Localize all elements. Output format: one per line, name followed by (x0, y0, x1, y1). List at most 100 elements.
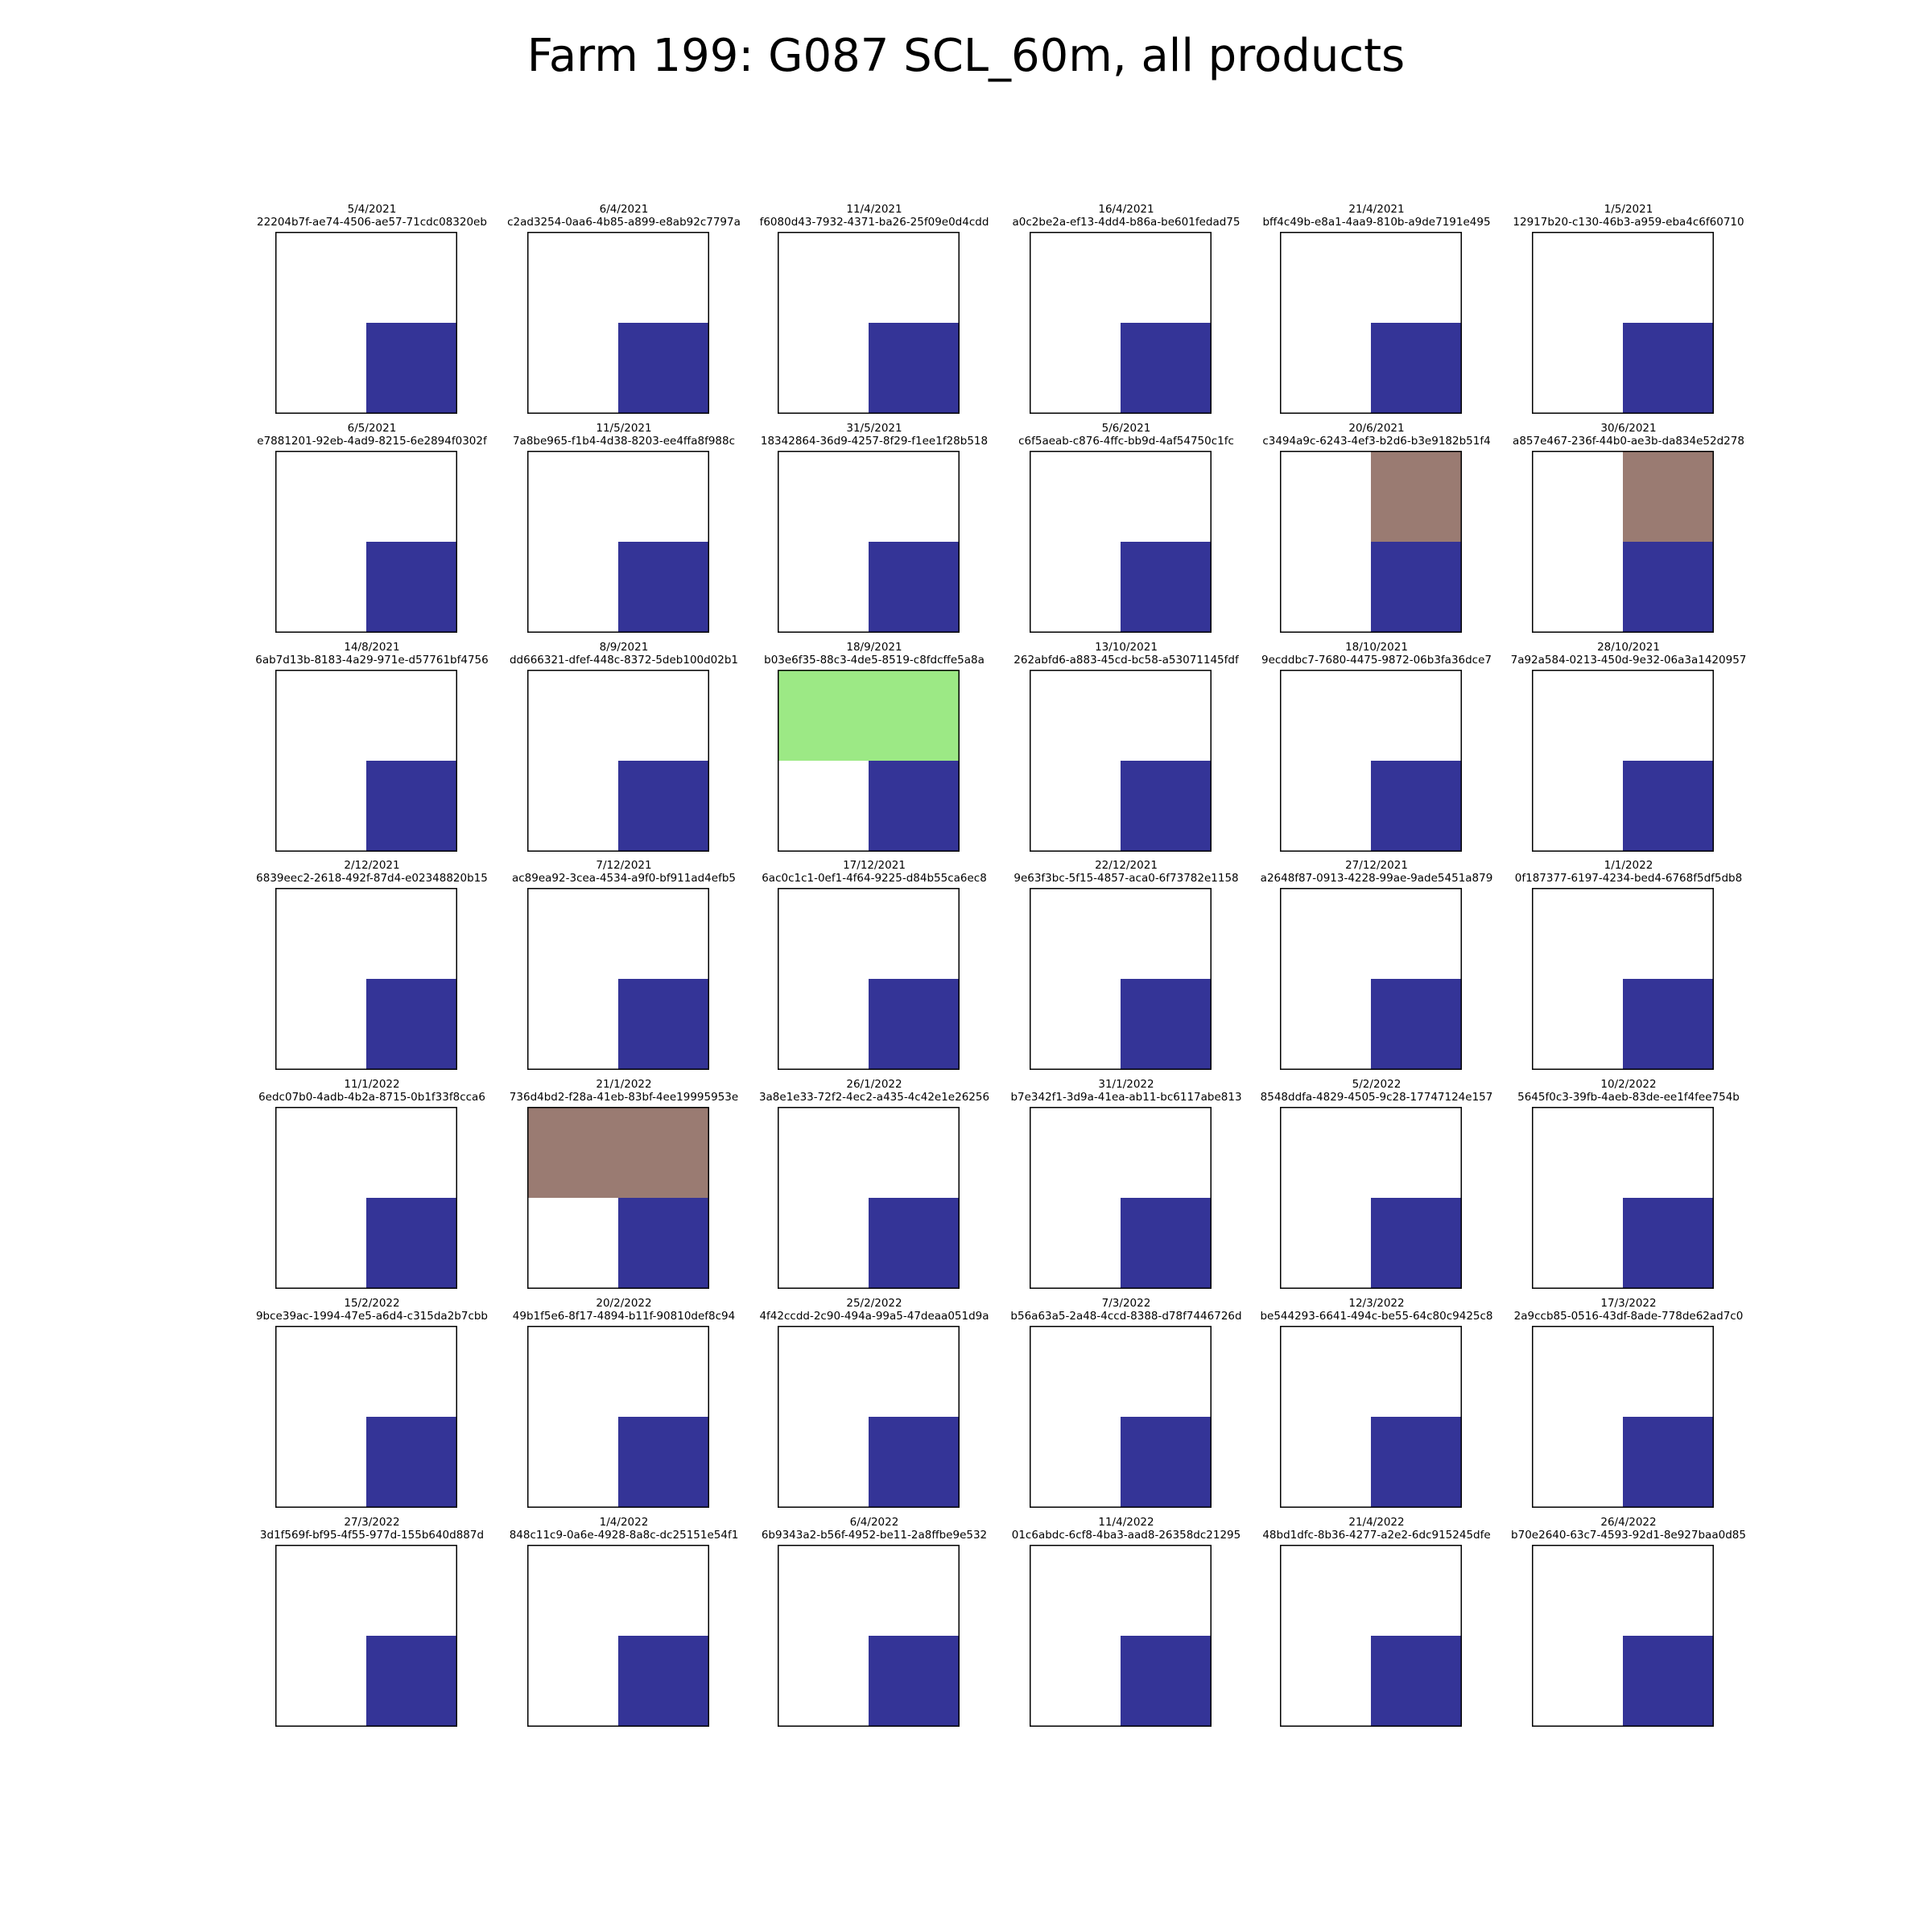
panel-raster (275, 1107, 457, 1289)
pixel-cell-none (1030, 451, 1121, 542)
panel-date: 25/2/2022 (846, 1297, 902, 1310)
panel-product-id: c2ad3254-0aa6-4b85-a899-e8ab92c7797a (507, 216, 741, 229)
panel-product-id: be544293-6641-494c-be55-64c80c9425c8 (1260, 1310, 1493, 1323)
pixel-cell-none (869, 1107, 960, 1198)
panel-frame (778, 670, 960, 852)
panel-date: 18/9/2021 (846, 641, 902, 654)
pixel-cell-bare-soil (527, 1107, 618, 1198)
pixel-cell-water (618, 1198, 709, 1289)
pixel-cell-none (869, 1326, 960, 1417)
pixel-cell-water (1371, 542, 1462, 633)
panel-frame (527, 1326, 709, 1508)
pixel-cell-none (527, 323, 618, 414)
pixel-cell-none (778, 888, 869, 979)
panel-product-id: 7a92a584-0213-450d-9e32-06a3a1420957 (1510, 654, 1747, 667)
pixel-cell-none (527, 761, 618, 852)
pixel-cell-water (366, 979, 457, 1070)
panel-frame (1030, 232, 1212, 414)
panel-raster (275, 670, 457, 852)
panel-date: 31/1/2022 (1098, 1078, 1154, 1091)
pixel-cell-none (1030, 1198, 1121, 1289)
pixel-cell-none (1121, 1326, 1212, 1417)
panel-date: 17/3/2022 (1600, 1297, 1657, 1310)
panel-raster (1030, 1326, 1212, 1508)
pixel-cell-bare-soil (1371, 451, 1462, 542)
panel-product-id: 3a8e1e33-72f2-4ec2-a435-4c42e1e26256 (758, 1091, 990, 1104)
pixel-cell-none (778, 323, 869, 414)
panel-raster (1532, 1545, 1714, 1727)
panel-raster (1030, 1545, 1212, 1727)
panel-date: 1/5/2021 (1604, 203, 1653, 216)
pixel-cell-none (1030, 232, 1121, 323)
panel-raster (275, 1326, 457, 1508)
pixel-cell-none (1371, 1107, 1462, 1198)
pixel-cell-none (1121, 670, 1212, 761)
panel-frame (275, 1545, 457, 1727)
pixel-cell-water (1371, 1417, 1462, 1508)
panel-date: 5/4/2021 (347, 203, 397, 216)
pixel-cell-none (275, 542, 366, 633)
pixel-cell-none (1532, 1545, 1623, 1636)
panel-product-id: c6f5aeab-c876-4ffc-bb9d-4af54750c1fc (1018, 435, 1234, 448)
panel-product-id: 49b1f5e6-8f17-4894-b11f-90810def8c94 (512, 1310, 736, 1323)
panel-frame (778, 451, 960, 633)
panel-frame (1532, 232, 1714, 414)
pixel-cell-none (869, 451, 960, 542)
pixel-cell-none (275, 1198, 366, 1289)
pixel-cell-none (275, 323, 366, 414)
pixel-cell-none (618, 888, 709, 979)
pixel-cell-none (1030, 1545, 1121, 1636)
panel-date: 1/4/2022 (599, 1516, 649, 1529)
panel-date: 21/4/2021 (1348, 203, 1405, 216)
panel-raster (778, 1545, 960, 1727)
panel-date: 27/3/2022 (344, 1516, 400, 1529)
panel-date: 15/2/2022 (344, 1297, 400, 1310)
pixel-cell-water (1121, 761, 1212, 852)
panel-raster (1030, 888, 1212, 1070)
panel-frame (527, 232, 709, 414)
pixel-cell-none (527, 979, 618, 1070)
pixel-cell-none (275, 232, 366, 323)
panel-product-id: bff4c49b-e8a1-4aa9-810b-a9de7191e495 (1262, 216, 1491, 229)
panel-frame (1030, 888, 1212, 1070)
panel-raster (527, 1107, 709, 1289)
panel-raster (527, 670, 709, 852)
panel-frame (1532, 451, 1714, 633)
panel-raster (1532, 232, 1714, 414)
panel-date: 18/10/2021 (1345, 641, 1408, 654)
pixel-cell-none (1280, 1198, 1371, 1289)
panel-date: 14/8/2021 (344, 641, 400, 654)
panel-raster (1280, 670, 1462, 852)
panel-product-id: f6080d43-7932-4371-ba26-25f09e0d4cdd (759, 216, 989, 229)
pixel-cell-water (618, 1636, 709, 1727)
pixel-cell-none (1121, 232, 1212, 323)
pixel-cell-none (1280, 761, 1371, 852)
panel-raster (1030, 232, 1212, 414)
panel-date: 6/4/2022 (849, 1516, 899, 1529)
pixel-cell-none (1280, 670, 1371, 761)
pixel-cell-none (1280, 542, 1371, 633)
panel-frame (1280, 1326, 1462, 1508)
panel-frame (1030, 1107, 1212, 1289)
pixel-cell-none (275, 979, 366, 1070)
panel-product-id: 22204b7f-ae74-4506-ae57-71cdc08320eb (257, 216, 487, 229)
pixel-cell-none (1030, 323, 1121, 414)
pixel-cell-none (527, 1545, 618, 1636)
pixel-cell-none (778, 1545, 869, 1636)
panel-frame (275, 1326, 457, 1508)
pixel-cell-water (1623, 542, 1714, 633)
panel-frame (275, 1107, 457, 1289)
panel-frame (1280, 888, 1462, 1070)
pixel-cell-none (527, 1417, 618, 1508)
panel-product-id: b70e2640-63c7-4593-92d1-8e927baa0d85 (1511, 1529, 1746, 1542)
pixel-cell-none (1532, 542, 1623, 633)
pixel-cell-none (1371, 670, 1462, 761)
panel-date: 11/4/2021 (846, 203, 902, 216)
panel-date: 13/10/2021 (1095, 641, 1158, 654)
panel-product-id: 18342864-36d9-4257-8f29-f1ee1f28b518 (760, 435, 989, 448)
pixel-cell-none (1030, 979, 1121, 1070)
pixel-cell-none (527, 542, 618, 633)
panel-raster (778, 1107, 960, 1289)
panel-frame (1280, 670, 1462, 852)
panel-frame (778, 1326, 960, 1508)
